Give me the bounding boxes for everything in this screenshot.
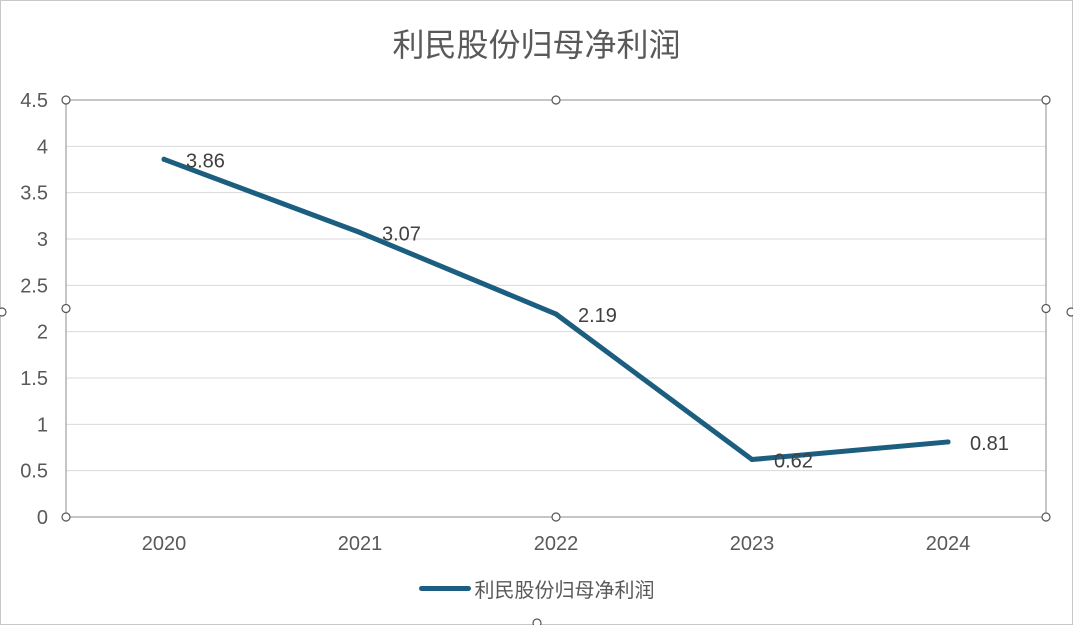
x-tick-label: 2024 <box>926 533 971 555</box>
y-tick-label: 3 <box>37 229 48 251</box>
data-label: 0.81 <box>970 433 1009 455</box>
data-label: 0.62 <box>774 451 813 473</box>
y-tick-label: 2.5 <box>20 275 48 297</box>
data-point <box>749 457 755 463</box>
data-point <box>161 156 167 162</box>
y-tick-label: 4 <box>37 136 48 158</box>
resize-handle <box>61 303 71 314</box>
x-tick-label: 2021 <box>338 533 383 555</box>
resize-handle <box>1041 95 1051 105</box>
legend-swatch <box>418 586 471 591</box>
data-point <box>945 439 951 445</box>
y-tick-label: 3.5 <box>20 183 48 205</box>
resize-handle <box>61 512 71 522</box>
series-line <box>161 156 951 463</box>
frame-handle <box>532 618 542 625</box>
x-tick-label: 2022 <box>534 533 579 555</box>
legend-label: 利民股份归母净利润 <box>474 578 655 602</box>
y-tick-label: 4.5 <box>20 90 48 112</box>
x-tick-label: 2020 <box>142 533 187 555</box>
resize-handle <box>1041 512 1051 522</box>
chart-title: 利民股份归母净利润 <box>392 26 681 64</box>
frame-handle <box>0 307 7 317</box>
y-tick-label: 0.5 <box>20 461 48 483</box>
legend: 利民股份归母净利润 <box>0 574 1073 603</box>
y-tick-label: 1.5 <box>20 368 48 390</box>
x-tick-label: 2023 <box>730 533 775 555</box>
data-point <box>553 311 559 317</box>
y-tick-label: 1 <box>37 414 48 436</box>
data-label: 3.07 <box>382 224 421 246</box>
resize-handle <box>551 512 561 522</box>
resize-handle <box>551 95 561 105</box>
y-tick-label: 2 <box>37 322 48 344</box>
y-tick-label: 0 <box>37 507 48 529</box>
data-point <box>357 230 363 236</box>
data-label: 3.86 <box>186 150 225 172</box>
frame-handle <box>1066 307 1073 317</box>
resize-handle <box>1041 303 1051 314</box>
resize-handle <box>61 95 71 105</box>
data-label: 2.19 <box>578 305 617 327</box>
